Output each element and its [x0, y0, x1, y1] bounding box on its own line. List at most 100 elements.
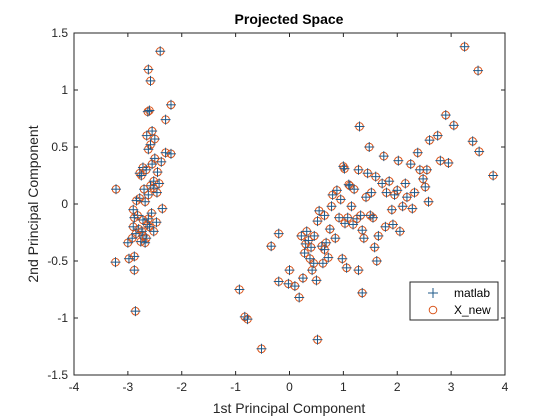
data-point — [387, 219, 398, 230]
x-tick-label: 4 — [502, 380, 509, 394]
data-point — [165, 148, 176, 159]
data-point — [137, 214, 148, 225]
data-point — [309, 230, 320, 241]
data-point — [273, 276, 284, 287]
y-tick-label: 1 — [61, 83, 68, 97]
x-tick-label: 3 — [448, 380, 455, 394]
data-point — [346, 201, 357, 212]
y-tick-label: -0.5 — [47, 254, 68, 268]
x-axis-label: 1st Principal Component — [213, 400, 366, 416]
data-point — [301, 226, 312, 237]
data-point — [341, 262, 352, 273]
data-point — [418, 173, 429, 184]
data-point — [389, 189, 400, 200]
data-point — [353, 265, 364, 276]
data-point — [111, 184, 122, 195]
data-point — [473, 65, 484, 76]
x-tick-label: 0 — [286, 380, 293, 394]
y-tick-label: 0.5 — [51, 140, 68, 154]
data-point — [145, 139, 156, 150]
data-point — [397, 201, 408, 212]
data-point — [144, 221, 155, 232]
x-tick-label: -3 — [123, 380, 134, 394]
legend-layer: matlab X_new — [409, 281, 499, 321]
data-point — [242, 314, 253, 325]
data-point — [443, 157, 454, 168]
data-point — [155, 46, 166, 57]
data-point — [312, 334, 323, 345]
y-axis-label: 2nd Principal Component — [25, 125, 41, 282]
data-point — [312, 216, 323, 227]
data-point — [143, 213, 154, 224]
data-point — [129, 212, 140, 223]
data-point — [384, 176, 395, 187]
x-tick-label: -1 — [230, 380, 241, 394]
data-point — [488, 170, 499, 181]
data-point — [136, 226, 147, 237]
data-point — [405, 159, 416, 170]
data-point — [380, 221, 391, 232]
data-point — [381, 187, 392, 198]
data-point — [369, 242, 380, 253]
x-tick-label: -4 — [69, 380, 80, 394]
data-point — [448, 120, 459, 131]
data-point — [144, 105, 155, 116]
x-tick-label: 1 — [340, 380, 347, 394]
data-point — [467, 136, 478, 147]
data-point — [143, 144, 154, 155]
data-point — [349, 184, 360, 195]
legend-label: X_new — [454, 303, 491, 317]
data-point — [392, 185, 403, 196]
data-point — [139, 184, 150, 195]
legend-label: matlab — [454, 286, 490, 300]
data-point — [110, 257, 121, 268]
data-point — [423, 196, 434, 207]
data-point — [324, 224, 335, 235]
data-point — [306, 242, 317, 253]
data-point — [321, 237, 332, 248]
data-point — [156, 156, 167, 167]
data-point — [326, 201, 337, 212]
data-point — [299, 248, 310, 259]
data-point — [135, 236, 146, 247]
data-point — [459, 41, 470, 52]
data-point — [308, 258, 319, 269]
data-point — [330, 233, 341, 244]
data-point — [373, 230, 384, 241]
x-tick-label: -2 — [176, 380, 187, 394]
data-point — [140, 196, 151, 207]
data-point — [357, 287, 368, 298]
data-point — [141, 164, 152, 175]
data-point — [294, 292, 305, 303]
data-point — [143, 189, 154, 200]
data-point — [378, 151, 389, 162]
data-point — [154, 178, 165, 189]
data-point — [234, 284, 245, 295]
data-point — [407, 203, 418, 214]
data-point — [127, 233, 138, 244]
data-point — [342, 212, 353, 223]
data-point — [362, 168, 373, 179]
data-point — [157, 203, 168, 214]
data-point — [128, 204, 139, 215]
x-tick-label: 2 — [394, 380, 401, 394]
data-point — [412, 147, 423, 158]
data-point — [256, 343, 267, 354]
data-point — [297, 273, 308, 284]
data-point — [123, 253, 134, 264]
data-point — [371, 256, 382, 266]
data-point — [130, 306, 141, 317]
data-point — [337, 253, 348, 264]
data-point — [370, 171, 381, 182]
data-point — [165, 99, 176, 110]
data-point — [353, 164, 364, 175]
data-point — [143, 64, 154, 75]
data-point — [311, 275, 322, 286]
data-point — [361, 192, 372, 203]
data-point — [151, 187, 162, 198]
y-tick-label: 1.5 — [51, 26, 68, 40]
data-point — [152, 167, 163, 178]
data-point — [142, 106, 153, 117]
legend-box — [409, 281, 499, 321]
